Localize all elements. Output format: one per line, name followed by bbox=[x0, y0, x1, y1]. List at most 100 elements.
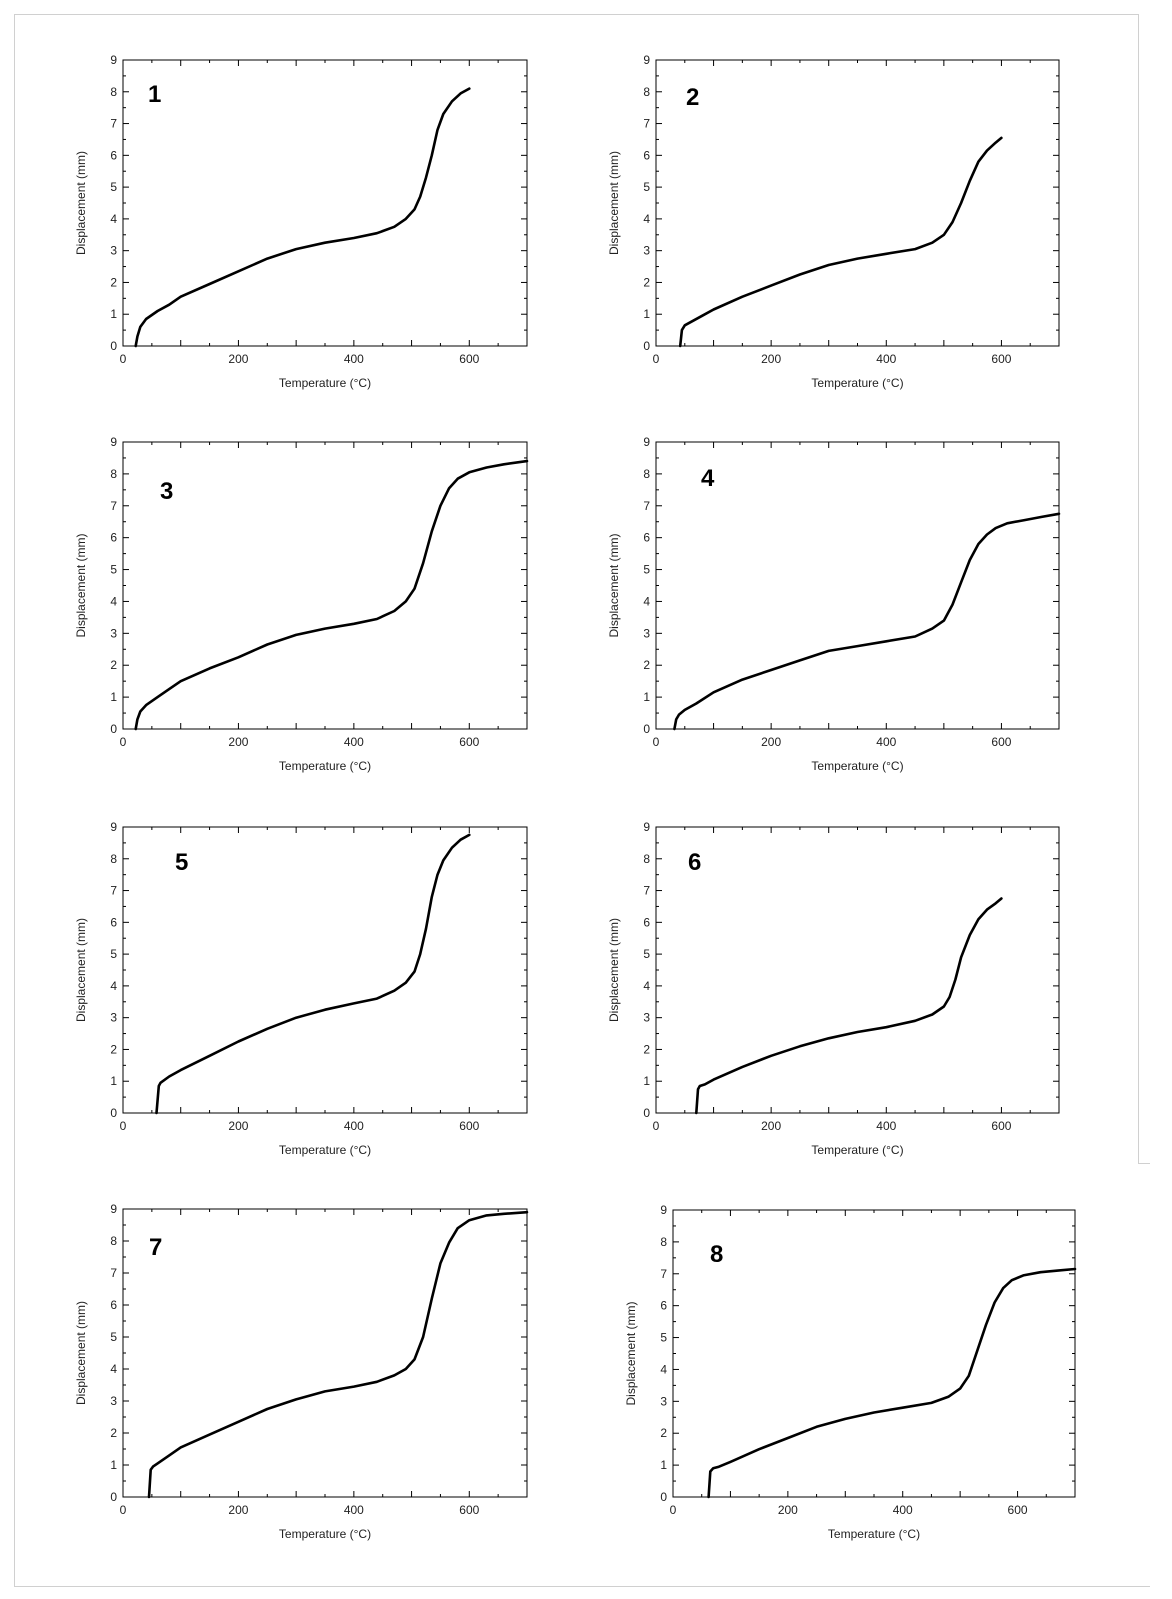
y-tick-label: 3 bbox=[643, 626, 650, 640]
x-tick-label: 600 bbox=[991, 352, 1011, 366]
x-tick-label: 200 bbox=[228, 735, 248, 749]
x-tick-label: 0 bbox=[653, 1119, 660, 1133]
y-tick-label: 8 bbox=[110, 85, 117, 99]
x-tick-label: 200 bbox=[228, 1119, 248, 1133]
chart-panel-7: 0 200 400 600 0 1 2 3 4 5 6 7 8 9 Temperature (°C) Disp… bbox=[74, 1202, 529, 1541]
y-tick-label: 8 bbox=[660, 1235, 667, 1249]
panel-number-label: 3 bbox=[160, 478, 173, 505]
y-tick-label: 7 bbox=[643, 499, 650, 513]
x-tick-label: 0 bbox=[120, 352, 127, 366]
y-tick-label: 1 bbox=[643, 1074, 650, 1088]
chart-panel-1: 0 200 400 600 0 1 2 3 4 5 6 7 8 9 Temperature (°C) Disp… bbox=[74, 53, 528, 390]
series-line-1 bbox=[155, 833, 471, 1115]
y-tick-label: 2 bbox=[643, 275, 650, 289]
x-tick-label: 600 bbox=[459, 735, 479, 749]
series-line-1 bbox=[134, 459, 529, 731]
y-tick-label: 1 bbox=[643, 690, 650, 704]
frame-bottom-line bbox=[14, 1586, 1150, 1587]
panel-number-label: 4 bbox=[701, 465, 715, 492]
y-tick-label: 7 bbox=[110, 117, 117, 131]
chart-panel-5: 0 200 400 600 0 1 2 3 4 5 6 7 8 9 Temperature (°C) Disp… bbox=[74, 820, 528, 1157]
x-axis-label: Temperature (°C) bbox=[811, 759, 903, 773]
panel-number-label: 2 bbox=[686, 84, 699, 111]
y-tick-label: 8 bbox=[110, 1234, 117, 1248]
y-tick-label: 8 bbox=[643, 852, 650, 866]
y-tick-label: 4 bbox=[643, 979, 650, 993]
panel-number-label: 5 bbox=[175, 849, 188, 876]
series-line-1 bbox=[695, 897, 1003, 1115]
x-axis-label: Temperature (°C) bbox=[279, 1143, 371, 1157]
y-tick-label: 2 bbox=[643, 1042, 650, 1056]
x-tick-label: 200 bbox=[228, 352, 248, 366]
y-axis-label: Displacement (mm) bbox=[624, 1301, 638, 1405]
plot-frame bbox=[655, 59, 1060, 347]
y-tick-label: 9 bbox=[110, 53, 117, 67]
y-tick-label: 3 bbox=[110, 1394, 117, 1408]
y-tick-label: 7 bbox=[643, 884, 650, 898]
frame-top-line bbox=[14, 14, 1138, 15]
y-tick-label: 4 bbox=[110, 1362, 117, 1376]
y-tick-label: 9 bbox=[643, 435, 650, 449]
y-tick-label: 2 bbox=[110, 275, 117, 289]
x-tick-label: 0 bbox=[120, 1119, 127, 1133]
y-tick-label: 0 bbox=[110, 722, 117, 736]
y-tick-label: 1 bbox=[110, 307, 117, 321]
plot-frame bbox=[655, 826, 1060, 1114]
chart-panel-4: 0 200 400 600 0 1 2 3 4 5 6 7 8 9 Temperature (°C) Disp… bbox=[607, 435, 1061, 773]
y-tick-label: 3 bbox=[110, 244, 117, 258]
frame-right-line bbox=[1138, 14, 1139, 1164]
y-tick-label: 1 bbox=[110, 690, 117, 704]
y-tick-label: 0 bbox=[643, 722, 650, 736]
y-tick-label: 0 bbox=[643, 339, 650, 353]
y-tick-label: 3 bbox=[643, 1011, 650, 1025]
x-axis-label: Temperature (°C) bbox=[811, 1143, 903, 1157]
x-tick-label: 0 bbox=[653, 735, 660, 749]
y-tick-label: 2 bbox=[660, 1426, 667, 1440]
y-tick-label: 0 bbox=[110, 339, 117, 353]
x-axis-label: Temperature (°C) bbox=[279, 376, 371, 390]
y-tick-label: 2 bbox=[110, 1426, 117, 1440]
y-tick-label: 6 bbox=[643, 915, 650, 929]
y-axis-label: Displacement (mm) bbox=[607, 918, 621, 1022]
x-tick-label: 400 bbox=[876, 735, 896, 749]
y-axis-label: Displacement (mm) bbox=[74, 151, 88, 255]
y-tick-label: 1 bbox=[110, 1074, 117, 1088]
frame-notch-line bbox=[1138, 1163, 1150, 1164]
y-tick-label: 8 bbox=[643, 85, 650, 99]
y-tick-label: 5 bbox=[643, 180, 650, 194]
y-tick-label: 4 bbox=[643, 212, 650, 226]
series-line-1 bbox=[678, 136, 1003, 348]
frame-left-line bbox=[14, 14, 15, 1586]
y-tick-label: 9 bbox=[110, 820, 117, 834]
y-tick-label: 5 bbox=[643, 563, 650, 577]
x-tick-label: 200 bbox=[761, 735, 781, 749]
y-tick-label: 6 bbox=[660, 1299, 667, 1313]
x-tick-label: 600 bbox=[459, 1119, 479, 1133]
x-tick-label: 400 bbox=[344, 352, 364, 366]
y-tick-label: 3 bbox=[110, 1011, 117, 1025]
y-axis-label: Displacement (mm) bbox=[607, 533, 621, 637]
y-tick-label: 4 bbox=[110, 212, 117, 226]
y-tick-label: 0 bbox=[110, 1106, 117, 1120]
chart-panel-2: 0 200 400 600 0 1 2 3 4 5 6 7 8 9 Temperature (°C) Disp… bbox=[607, 53, 1060, 390]
panel-number-label: 1 bbox=[148, 81, 161, 108]
y-tick-label: 9 bbox=[643, 820, 650, 834]
y-tick-label: 4 bbox=[110, 979, 117, 993]
y-tick-label: 9 bbox=[660, 1203, 667, 1217]
y-tick-label: 1 bbox=[660, 1458, 667, 1472]
y-tick-label: 3 bbox=[660, 1394, 667, 1408]
y-tick-label: 9 bbox=[110, 1202, 117, 1216]
panel-number-label: 6 bbox=[688, 849, 701, 876]
y-tick-label: 6 bbox=[643, 148, 650, 162]
x-tick-label: 400 bbox=[344, 735, 364, 749]
x-tick-label: 600 bbox=[459, 352, 479, 366]
series-line-1 bbox=[134, 87, 471, 348]
y-tick-label: 7 bbox=[643, 117, 650, 131]
x-axis-label: Temperature (°C) bbox=[279, 1527, 371, 1541]
x-tick-label: 600 bbox=[1008, 1503, 1028, 1517]
x-tick-label: 400 bbox=[344, 1503, 364, 1517]
y-tick-label: 7 bbox=[110, 499, 117, 513]
y-tick-label: 1 bbox=[643, 307, 650, 321]
y-tick-label: 5 bbox=[110, 563, 117, 577]
y-tick-label: 6 bbox=[110, 1298, 117, 1312]
